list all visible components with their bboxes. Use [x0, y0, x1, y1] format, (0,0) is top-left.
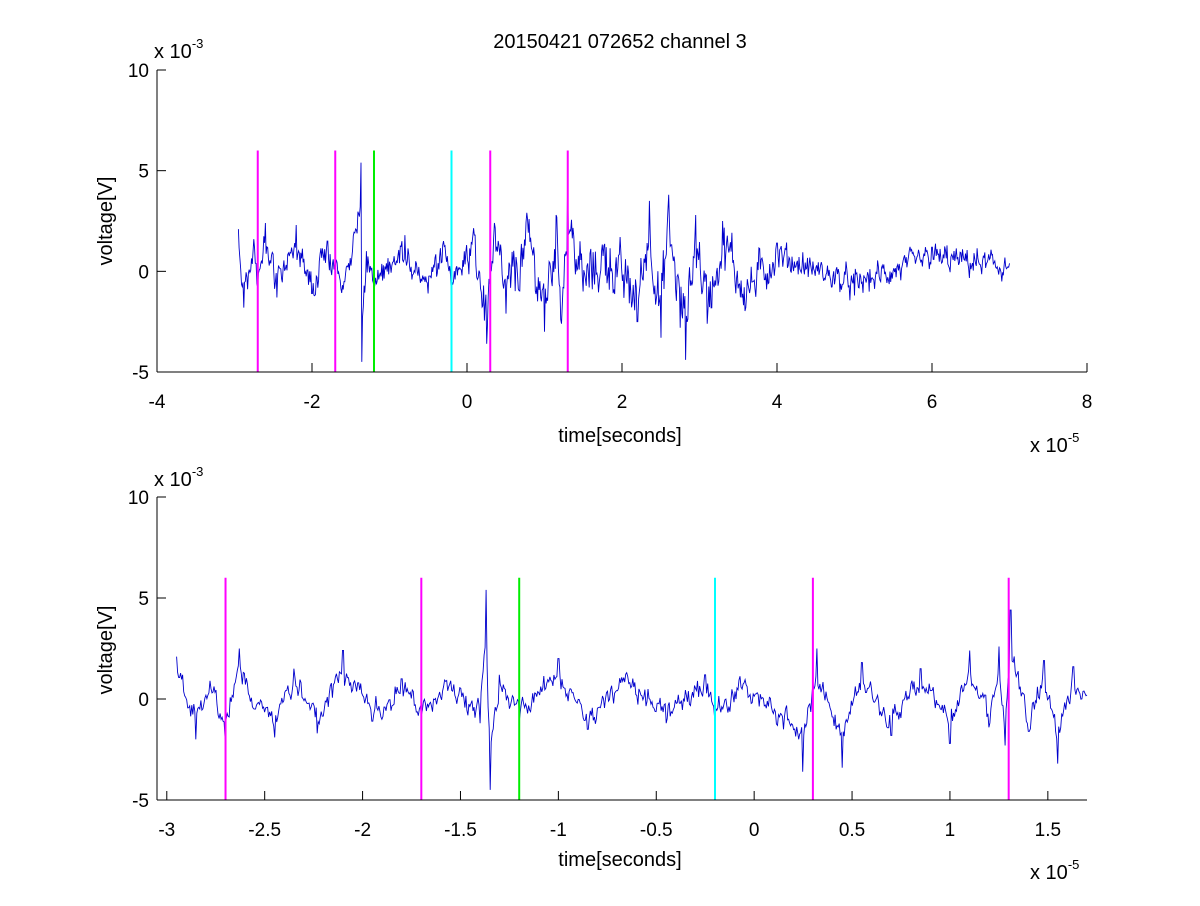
bottom-x-tick-label: 0: [749, 820, 760, 841]
top-plot-axes: -4 -2 0 2 4 6 8 -5 0 5 10: [128, 61, 1092, 413]
bottom-voltage-trace: [176, 589, 1088, 790]
bottom-y-tick-label: 10: [128, 488, 149, 509]
bottom-plot-axes: -3 -2.5 -2 -1.5 -1 -0.5 0 0.5 1 1.5 -5 0 5 10: [128, 488, 1087, 841]
top-x-tick-label: 0: [462, 392, 473, 413]
bottom-x-multiplier: x 10-5: [1030, 857, 1079, 884]
top-plot-series: [237, 162, 1010, 362]
bottom-y-tick-label: -5: [132, 791, 149, 812]
top-x-axis-label: time[seconds]: [558, 425, 681, 447]
top-x-multiplier: x 10-5: [1030, 430, 1079, 457]
bottom-y-multiplier: x 10-3: [154, 464, 203, 491]
bottom-x-tick-label: -1.5: [444, 820, 477, 841]
top-y-tick-label: 0: [138, 262, 149, 283]
bottom-plot: -3 -2.5 -2 -1.5 -1 -0.5 0 0.5 1 1.5 -5 0 5 10 time[se…: [95, 464, 1088, 884]
top-voltage-trace: [237, 162, 1010, 362]
bottom-x-tick-label: 0.5: [839, 820, 865, 841]
bottom-x-tick-label: -2: [354, 820, 371, 841]
bottom-y-tick-label: 0: [138, 690, 149, 711]
bottom-plot-markers: [224, 577, 1010, 800]
bottom-x-tick-label: -2.5: [248, 820, 281, 841]
bottom-x-tick-label: 1.5: [1035, 820, 1061, 841]
top-plot-markers: [256, 150, 569, 372]
bottom-y-tick-label: 5: [138, 589, 149, 610]
top-y-tick-label: -5: [132, 363, 149, 384]
top-x-tick-label: 4: [772, 392, 783, 413]
top-x-tick-label: 6: [927, 392, 938, 413]
top-y-tick-label: 5: [138, 162, 149, 183]
bottom-x-tick-label: -0.5: [640, 820, 673, 841]
figure-title: 20150421 072652 channel 3: [493, 31, 747, 53]
bottom-x-tick-label: 1: [945, 820, 956, 841]
top-y-axis-label: voltage[V]: [95, 177, 117, 266]
bottom-x-axis-label: time[seconds]: [558, 849, 681, 871]
bottom-x-tick-label: -3: [158, 820, 175, 841]
bottom-x-tick-label: -1: [550, 820, 567, 841]
top-y-tick-label: 10: [128, 61, 149, 82]
top-x-tick-label: 2: [617, 392, 628, 413]
top-x-tick-label: 8: [1082, 392, 1093, 413]
top-y-multiplier: x 10-3: [154, 36, 203, 63]
bottom-plot-series: [176, 589, 1088, 790]
top-x-tick-label: -4: [149, 392, 166, 413]
top-plot: -4 -2 0 2 4 6 8 -5 0 5 10 time[seconds] voltage[V]…: [95, 36, 1092, 457]
bottom-y-axis-label: voltage[V]: [95, 606, 117, 695]
top-x-tick-label: -2: [304, 392, 321, 413]
